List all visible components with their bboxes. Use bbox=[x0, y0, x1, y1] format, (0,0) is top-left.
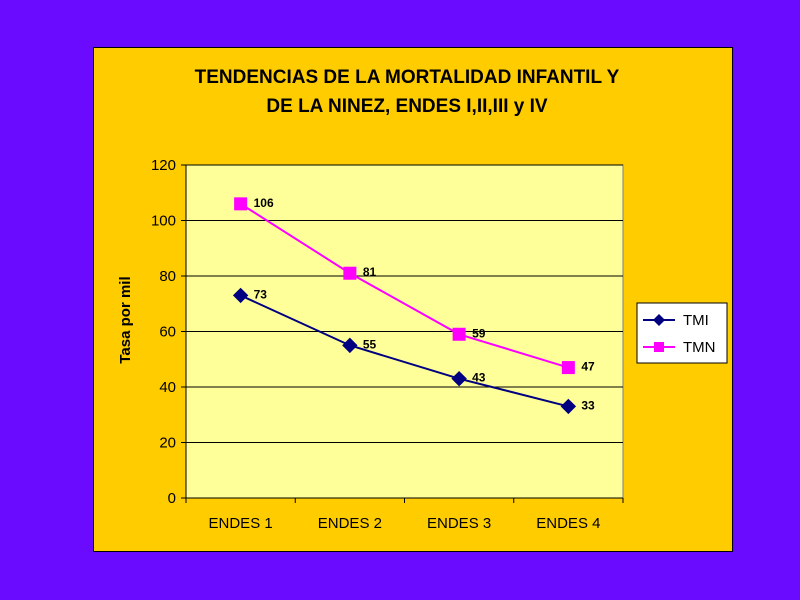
y-tick-label: 60 bbox=[159, 324, 176, 341]
data-point-tmi bbox=[342, 337, 358, 354]
y-tick-label: 0 bbox=[168, 490, 176, 507]
chart-title-line-2: DE LA NINEZ, ENDES I,II,III y IV bbox=[266, 96, 548, 117]
legend-marker-tmi bbox=[653, 314, 665, 326]
chart-frame: TENDENCIAS DE LA MORTALIDAD INFANTIL Y D… bbox=[93, 47, 733, 552]
line-chart: TENDENCIAS DE LA MORTALIDAD INFANTIL Y D… bbox=[117, 67, 728, 532]
data-point-tmn bbox=[561, 361, 575, 375]
data-label-tmn: 47 bbox=[581, 360, 595, 374]
legend: TMI TMN bbox=[636, 302, 728, 364]
y-tick-label: 120 bbox=[151, 157, 176, 174]
plot-area: 0 20 40 60 80 100 120 ENDES 1 ENDES 2 ENDES 3 ENDE… bbox=[151, 157, 624, 532]
data-point-tmi bbox=[560, 398, 577, 415]
data-point-tmn bbox=[234, 197, 248, 211]
data-label-tmn: 59 bbox=[472, 326, 486, 340]
y-tick-label: 80 bbox=[159, 268, 176, 285]
data-label-tmn: 81 bbox=[363, 265, 377, 279]
y-tick-label: 40 bbox=[159, 379, 176, 396]
data-label-tmi: 55 bbox=[363, 337, 377, 351]
data-point-tmn bbox=[343, 266, 357, 280]
x-tick-label: ENDES 2 bbox=[318, 515, 382, 532]
x-tick-label: ENDES 4 bbox=[536, 515, 600, 532]
data-point-tmi bbox=[232, 287, 249, 304]
data-point-tmi bbox=[451, 370, 467, 387]
data-label-tmi: 33 bbox=[581, 398, 595, 412]
legend-label-tmn: TMN bbox=[683, 339, 716, 356]
legend-label-tmi: TMI bbox=[683, 312, 709, 329]
legend-marker-tmn bbox=[654, 342, 664, 352]
series-line-tmn bbox=[240, 203, 569, 369]
legend-box bbox=[636, 302, 728, 364]
y-tick-label: 100 bbox=[151, 213, 176, 230]
x-tick-label: ENDES 3 bbox=[427, 515, 491, 532]
data-label-tmn: 106 bbox=[254, 196, 274, 210]
data-label-tmi: 43 bbox=[472, 371, 486, 385]
chart-title-line-1: TENDENCIAS DE LA MORTALIDAD INFANTIL Y bbox=[195, 67, 620, 88]
series-line-tmi bbox=[240, 294, 569, 408]
y-axis-label: Tasa por mil bbox=[117, 276, 134, 363]
x-tick-label: ENDES 1 bbox=[209, 515, 273, 532]
data-label-tmi: 73 bbox=[254, 287, 268, 301]
data-point-tmn bbox=[452, 327, 466, 341]
y-tick-label: 20 bbox=[159, 435, 176, 452]
